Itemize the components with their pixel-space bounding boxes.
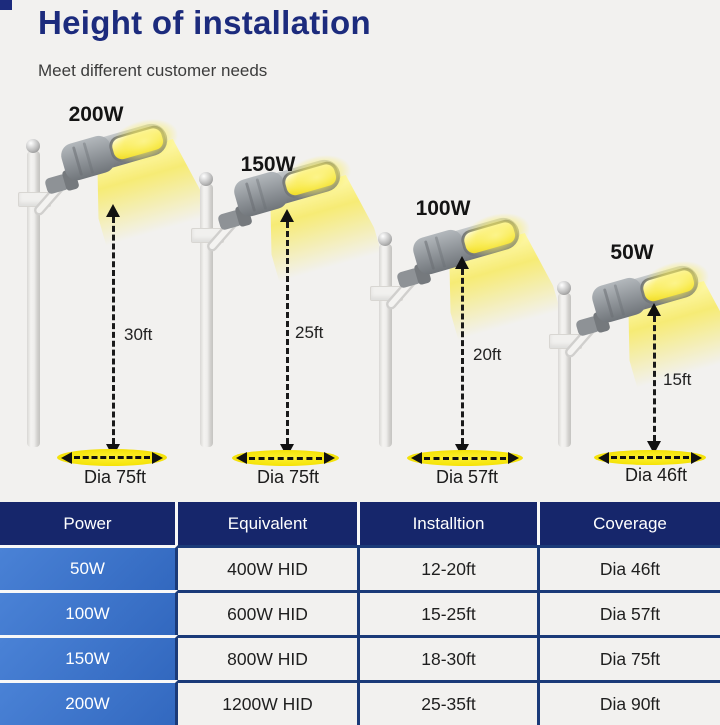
table-cell-equivalent: 400W HID [178,545,360,590]
arrowhead-up-icon [280,209,294,222]
diameter-label: Dia 75ft [83,467,147,487]
arrowhead-left-icon [236,452,247,464]
arrowhead-left-icon [598,451,609,464]
wattage-label: 100W [415,197,471,220]
table-cell-power: 200W [0,680,178,725]
arrowhead-right-icon [152,451,163,464]
table-cell-coverage: Dia 46ft [540,545,720,590]
page-subtitle: Meet different customer needs [38,61,268,80]
wattage-label: 50W [610,241,654,264]
pole-cap [378,232,392,246]
diameter-label: Dia 75ft [256,467,320,487]
height-label: 30ft [124,325,153,344]
table-header-installation: Installtion [360,502,540,545]
height-label: 25ft [295,323,324,342]
diameter-label: Dia 57ft [435,467,499,487]
arrowhead-left-icon [411,452,422,464]
diameter-dash-line [424,456,506,460]
table-cell-equivalent: 600W HID [178,590,360,635]
arrowhead-up-icon [647,303,661,316]
pole-cap [557,281,571,295]
spec-table: Power Equivalent Installtion Coverage 50… [0,502,720,725]
arrowhead-right-icon [508,452,519,464]
arrowhead-right-icon [324,452,335,464]
table-cell-power: 150W [0,635,178,680]
light-coverage-ellipse [407,450,523,466]
pole [558,293,571,447]
pole [27,151,40,447]
pole-cap [26,139,40,153]
light-coverage-ellipse [57,449,167,466]
pole-cap [199,172,213,186]
height-arrow [461,269,464,444]
diameter-label: Dia 46ft [624,465,688,485]
diameter-dash-line [74,456,150,459]
wattage-label: 200W [68,103,124,126]
height-arrow [112,217,115,444]
height-label: 20ft [473,345,502,364]
table-cell-power: 50W [0,545,178,590]
wattage-label: 150W [240,153,296,176]
table-cell-coverage: Dia 57ft [540,590,720,635]
table-header-power: Power [0,502,178,545]
table-cell-installation: 25-35ft [360,680,540,725]
table-header-coverage: Coverage [540,502,720,545]
arrowhead-up-icon [455,256,469,269]
table-cell-equivalent: 800W HID [178,635,360,680]
corner-mark [0,0,12,10]
arrowhead-left-icon [61,451,72,464]
table-cell-installation: 15-25ft [360,590,540,635]
height-label: 15ft [663,370,692,389]
diameter-dash-line [611,456,689,459]
height-arrow [286,222,289,444]
height-arrow [653,316,656,441]
table-cell-coverage: Dia 90ft [540,680,720,725]
light-coverage-ellipse [594,450,706,465]
table-cell-coverage: Dia 75ft [540,635,720,680]
table-header-equivalent: Equivalent [178,502,360,545]
table-cell-power: 100W [0,590,178,635]
arrowhead-up-icon [106,204,120,217]
table-cell-installation: 12-20ft [360,545,540,590]
light-coverage-ellipse [232,450,339,466]
table-cell-equivalent: 1200W HID [178,680,360,725]
table-cell-installation: 18-30ft [360,635,540,680]
page-title: Height of installation [38,4,371,41]
arrowhead-right-icon [691,451,702,464]
diameter-dash-line [249,456,322,460]
